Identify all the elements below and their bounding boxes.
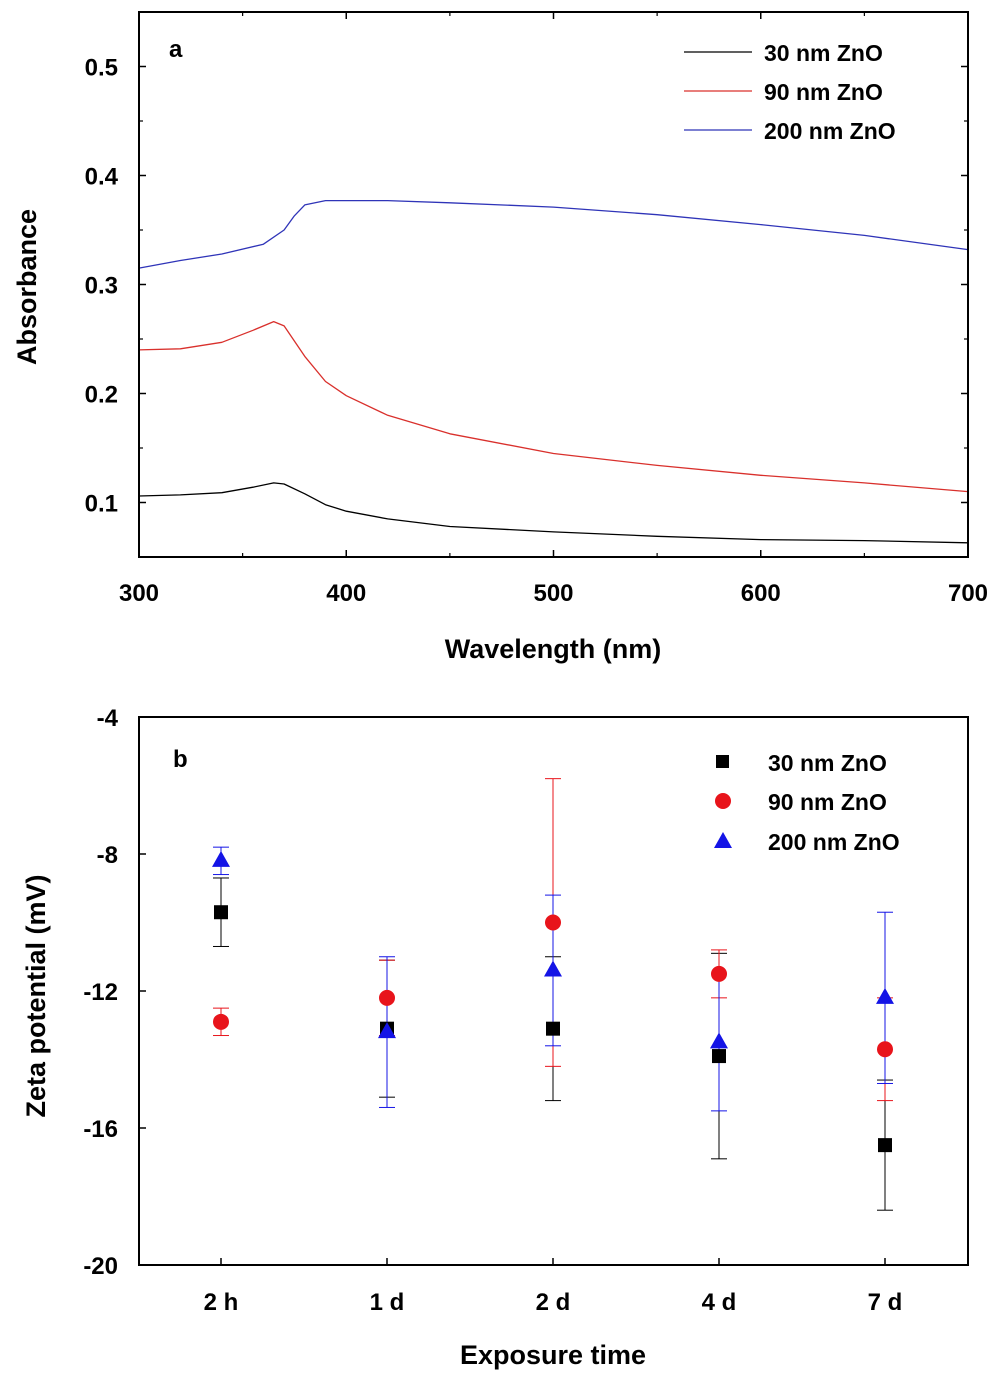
- x-tick-label: 400: [326, 580, 366, 607]
- data-point-triangle: [378, 1022, 396, 1039]
- legend-marker-circle: [715, 793, 731, 809]
- data-point-circle: [213, 1013, 229, 1030]
- y-tick-label: 0.2: [85, 382, 118, 409]
- data-point-circle: [379, 989, 395, 1006]
- zeta-y-axis-title: Zeta potential (mV): [21, 874, 51, 1117]
- legend-marker-square: [716, 755, 729, 768]
- series-line-0: [138, 482, 969, 544]
- zeta-panel-label: b: [173, 746, 188, 773]
- absorbance-legend: 30 nm ZnO 90 nm ZnO 200 nm ZnO: [684, 40, 896, 144]
- y-tick-label: 0.4: [85, 164, 119, 191]
- legend-marker-triangle: [714, 832, 732, 848]
- data-point-triangle: [212, 850, 230, 867]
- zeta-potential-chart: 2 h 1 d 2 d 4 d 7 d -20 -16 -12 -8 -4 b Exposure …: [21, 705, 969, 1370]
- y-tick-label: 0.5: [85, 55, 118, 82]
- absorbance-series-lines: [138, 199, 969, 544]
- x-tick-label: 1 d: [370, 1289, 405, 1316]
- zeta-x-axis-title: Exposure time: [460, 1340, 646, 1370]
- legend-label-90nm: 90 nm ZnO: [764, 79, 883, 105]
- x-tick-label: 500: [533, 580, 573, 607]
- data-point-circle: [711, 965, 727, 982]
- zeta-data-points: [212, 778, 894, 1211]
- x-tick-label: 300: [119, 580, 159, 607]
- y-tick-label: 0.1: [85, 491, 118, 518]
- data-point-square: [214, 905, 228, 920]
- data-point-triangle: [710, 1032, 728, 1049]
- absorbance-y-axis-title: Absorbance: [12, 209, 42, 365]
- y-tick-label: -16: [83, 1116, 118, 1143]
- y-tick-label: -4: [97, 705, 119, 732]
- x-tick-label: 7 d: [868, 1289, 903, 1316]
- series-line-1: [138, 320, 969, 493]
- series-line-2: [138, 199, 969, 269]
- x-tick-label: 600: [741, 580, 781, 607]
- zeta-axis-ticks: 2 h 1 d 2 d 4 d 7 d -20 -16 -12 -8 -4: [83, 705, 902, 1316]
- x-tick-label: 2 h: [204, 1289, 239, 1316]
- data-point-square: [712, 1049, 726, 1064]
- y-tick-label: 0.3: [85, 273, 118, 300]
- y-tick-label: -8: [97, 842, 118, 869]
- data-point-circle: [877, 1041, 893, 1058]
- absorbance-chart: 300 400 500 600 700 0.1 0.2 0.3 0.4 0.5 a Wavelen…: [12, 11, 988, 664]
- data-point-triangle: [544, 960, 562, 977]
- data-point-circle: [545, 914, 561, 931]
- legend-label-30nm: 30 nm ZnO: [764, 40, 883, 66]
- zeta-legend: 30 nm ZnO 90 nm ZnO 200 nm ZnO: [714, 750, 900, 855]
- data-point-triangle: [876, 987, 894, 1004]
- legend-label-30nm: 30 nm ZnO: [768, 750, 887, 776]
- legend-label-90nm: 90 nm ZnO: [768, 789, 887, 815]
- legend-label-200nm: 200 nm ZnO: [768, 829, 900, 855]
- data-point-square: [878, 1138, 892, 1153]
- absorbance-axis-ticks: 300 400 500 600 700 0.1 0.2 0.3 0.4 0.5: [85, 11, 988, 607]
- absorbance-panel-label: a: [169, 36, 183, 63]
- y-tick-label: -12: [83, 979, 118, 1006]
- x-tick-label: 4 d: [702, 1289, 737, 1316]
- data-point-square: [546, 1021, 560, 1036]
- x-tick-label: 700: [948, 580, 988, 607]
- legend-label-200nm: 200 nm ZnO: [764, 118, 896, 144]
- absorbance-x-axis-title: Wavelength (nm): [445, 634, 662, 664]
- y-tick-label: -20: [83, 1253, 118, 1280]
- x-tick-label: 2 d: [536, 1289, 571, 1316]
